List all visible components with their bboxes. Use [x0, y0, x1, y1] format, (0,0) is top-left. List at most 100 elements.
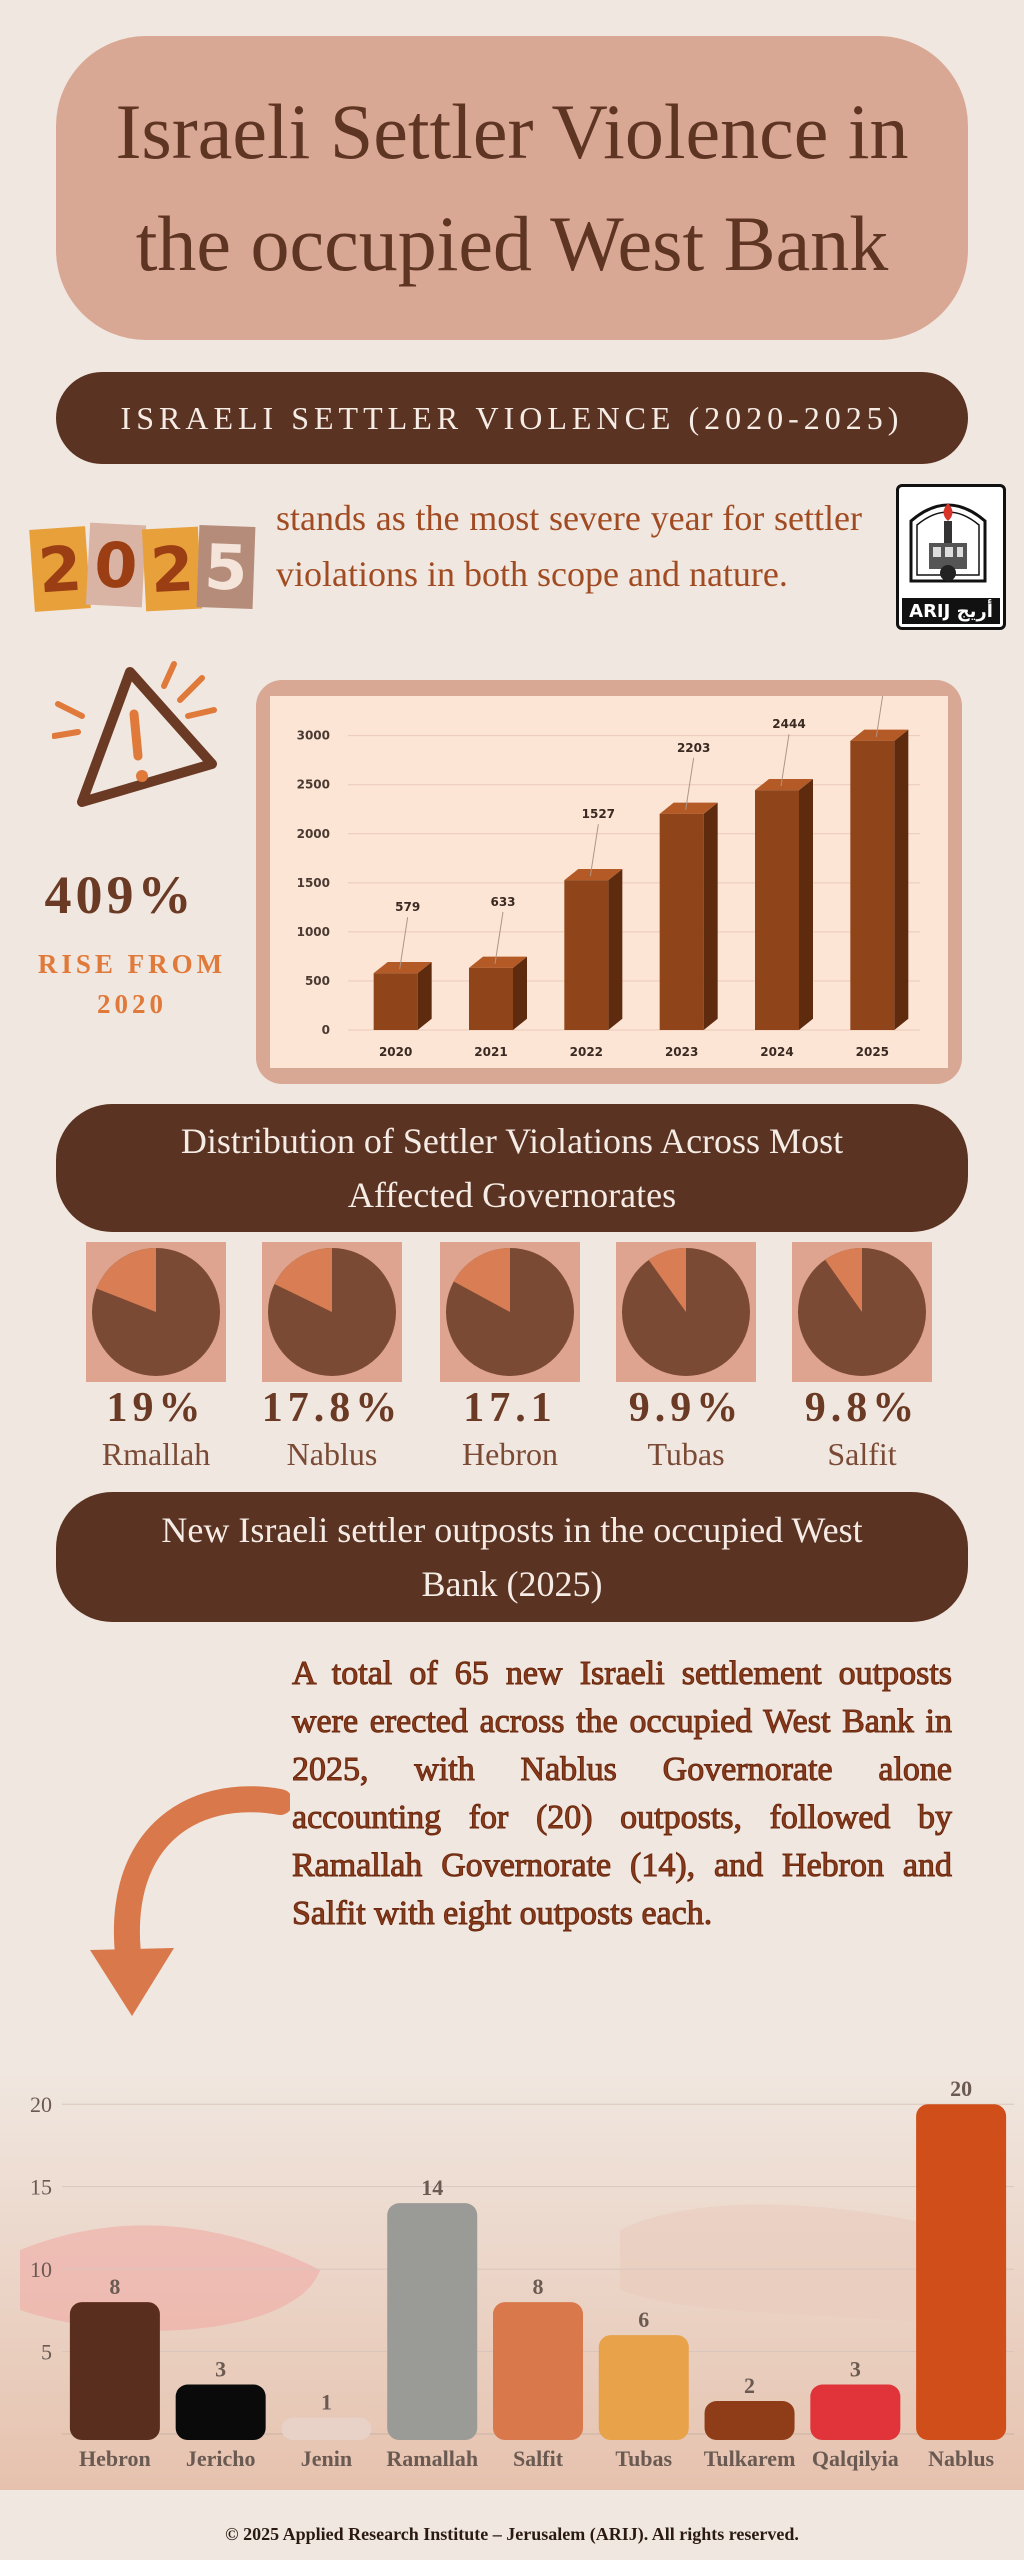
pie-slice [96, 1248, 156, 1312]
outpost-bar [493, 2302, 583, 2440]
rise-label-line1: RISE FROM [37, 949, 227, 979]
arij-logo: ARIJ أريج [896, 484, 1006, 630]
outpost-bar [175, 2384, 266, 2440]
leader-line [494, 911, 504, 964]
x-tick-label: Jericho [186, 2446, 256, 2471]
pie-value-label: 17.8% [261, 1385, 403, 1431]
y-tick-label: 15 [30, 2175, 52, 2200]
leader-line [589, 824, 599, 877]
pie-slice [274, 1248, 332, 1312]
data-label: 8 [533, 2274, 544, 2299]
outpost-bar [69, 2302, 160, 2440]
data-label: 8 [109, 2274, 120, 2299]
data-label: 1527 [582, 807, 615, 821]
y-tick-label: 0 [322, 1023, 330, 1037]
x-tick-label: Nablus [928, 2446, 994, 2471]
outpost-bar [598, 2335, 689, 2440]
pie-governorate-label: Salfit [827, 1436, 897, 1472]
bar-side [608, 868, 623, 1030]
x-tick-label: Jenin [301, 2446, 352, 2471]
pie-slice [453, 1248, 510, 1312]
leader-line [685, 757, 695, 810]
pie-governorate-label: Nablus [286, 1436, 378, 1472]
x-tick-label: 2023 [665, 1045, 698, 1059]
pie-value-label: 9.8% [804, 1385, 920, 1431]
outpost-bar [916, 2104, 1007, 2440]
leader-line [780, 734, 790, 787]
section-banner-outposts: New Israeli settler outposts in the occu… [56, 1492, 968, 1622]
data-label: 1 [321, 2390, 332, 2415]
rise-label-line2: 2020 [97, 989, 167, 1019]
data-label: 2203 [677, 741, 710, 755]
data-label: 633 [490, 895, 515, 909]
pie-governorate-label: Hebron [462, 1436, 558, 1472]
bar [469, 967, 513, 1030]
brush-stroke-2 [620, 2204, 990, 2330]
outpost-bar [387, 2203, 478, 2440]
section-banner-distribution-label: Distribution of Settler Violations Acros… [180, 1121, 844, 1215]
bar-side [799, 778, 813, 1030]
y-tick-label: 500 [305, 974, 330, 988]
data-label: 3 [850, 2357, 861, 2382]
x-tick-label: Tulkarem [704, 2446, 796, 2471]
x-tick-label: Salfit [513, 2446, 564, 2471]
bar [659, 813, 704, 1030]
x-tick-label: 2024 [760, 1045, 793, 1059]
section-banner-distribution: Distribution of Settler Violations Acros… [56, 1104, 968, 1232]
bar [850, 740, 895, 1030]
bar [373, 973, 418, 1030]
rise-value: 409% [44, 865, 196, 925]
pie-slice [825, 1248, 862, 1312]
x-tick-label: 2025 [856, 1045, 889, 1059]
bar-side [417, 961, 432, 1030]
x-tick-label: Ramallah [386, 2446, 478, 2471]
curved-arrow-icon [90, 1786, 290, 2016]
outpost-bar [281, 2417, 372, 2440]
section-banner-outposts-label: New Israeli settler outposts in the occu… [161, 1510, 863, 1604]
outpost-bar [810, 2384, 901, 2440]
x-tick-label: 2021 [474, 1045, 507, 1059]
title-banner: Israeli Settler Violence in the occupied… [56, 36, 968, 340]
pie-chart [798, 1248, 926, 1376]
pie-card [792, 1242, 932, 1382]
x-tick-label: Qalqilyia [812, 2446, 899, 2471]
yearly-chart-panel: 0 500 1000 1500 2000 2500 3000 579 2020 633 2021 15… [270, 668, 948, 1068]
y-tick-label: 5 [41, 2340, 52, 2365]
year-tile-3: 2 [141, 526, 203, 612]
bar-side [703, 802, 718, 1030]
leader-line [399, 917, 409, 970]
pie-chart [92, 1248, 220, 1376]
y-tick-label: 20 [30, 2092, 52, 2117]
x-tick-label: Tubas [615, 2446, 672, 2471]
bar-side [513, 956, 527, 1030]
intro-text: stands as the most severe year for settl… [276, 498, 862, 594]
bar-top [469, 956, 527, 968]
rise-label: RISE FROM 2020 [22, 944, 242, 1024]
pie-chart [268, 1248, 396, 1376]
pie-card [440, 1242, 580, 1382]
y-tick-label: 1000 [297, 925, 330, 939]
copyright-footer: © 2025 Applied Research Institute – Jeru… [225, 2524, 799, 2544]
bar-top [659, 802, 718, 814]
pie-value-label: 17.1 [463, 1385, 557, 1431]
pie-governorate-label: Tubas [647, 1436, 725, 1472]
outposts-text: A total of 65 new Israeli settlement out… [292, 1655, 953, 1933]
bar [755, 790, 799, 1030]
data-label: 3 [215, 2357, 226, 2382]
bar [564, 880, 609, 1030]
year-tile-2: 0 [85, 522, 147, 608]
section-banner-violence-label: ISRAELI SETTLER VIOLENCE (2020-2025) [120, 399, 904, 436]
outposts-chart: 5 10 15 20 8 Hebron 3 Jericho 1 Jenin 14 Ramallah 8 S… [0, 2070, 1024, 2490]
bar-top [373, 961, 432, 974]
data-label: 14 [421, 2175, 443, 2200]
data-label: 6 [638, 2307, 649, 2332]
pie-card [262, 1242, 402, 1382]
outpost-bar [704, 2401, 795, 2440]
year-tile-1: 2 [29, 526, 91, 612]
warning-icon [52, 661, 217, 807]
data-label: 20 [950, 2076, 972, 2101]
x-tick-label: Hebron [79, 2446, 151, 2471]
pie-card [616, 1242, 756, 1382]
yearly-chart-frame: 0 500 1000 1500 2000 2500 3000 579 2020 633 2021 15… [256, 668, 962, 1084]
pie-chart [622, 1248, 750, 1376]
